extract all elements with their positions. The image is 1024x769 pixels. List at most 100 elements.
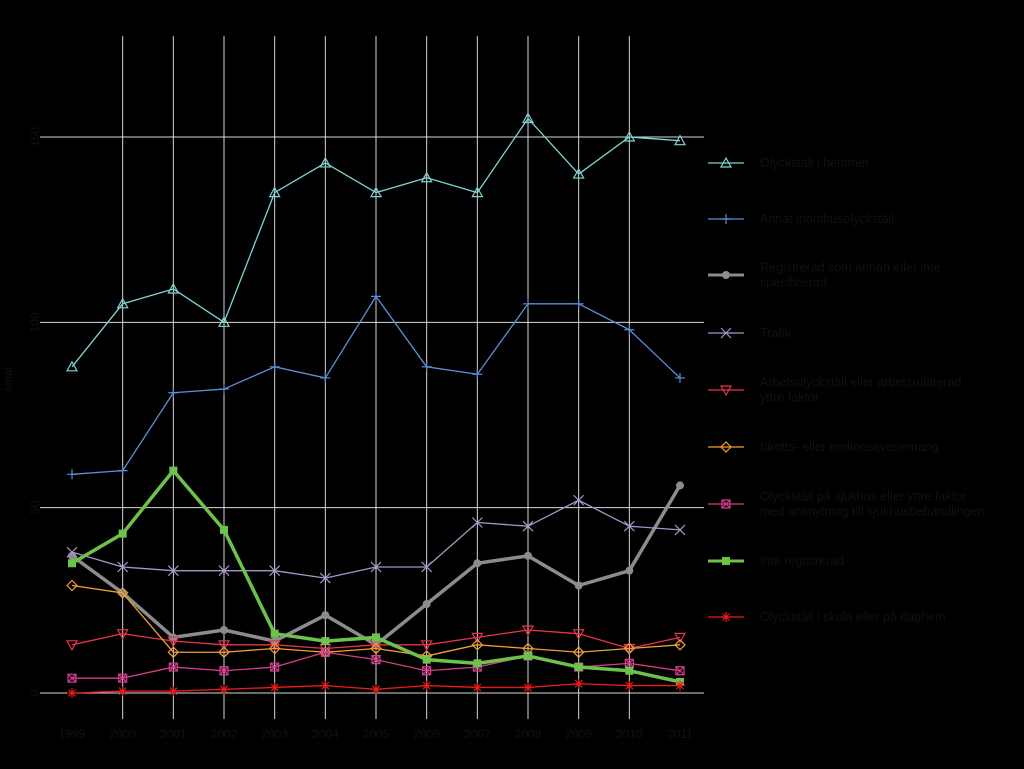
data-point (523, 682, 533, 693)
data-point (371, 684, 381, 695)
legend-label: Annat inomhusolyckställ (760, 212, 894, 226)
y-axis-label: Antal (3, 367, 15, 392)
data-point (573, 494, 585, 506)
x-tick-label: 2007 (464, 727, 491, 741)
x-tick-label: 2008 (515, 727, 542, 741)
data-point (169, 466, 178, 475)
data-point (623, 520, 635, 532)
legend-item: Inte registrerad (708, 554, 844, 568)
data-point (370, 561, 382, 573)
data-point (168, 662, 178, 672)
data-point (321, 637, 330, 646)
series-9 (67, 678, 685, 698)
data-point (219, 666, 229, 676)
data-point (673, 632, 687, 644)
legend-marker (720, 327, 732, 339)
series-2 (67, 291, 685, 480)
series-line (71, 629, 681, 650)
data-point (421, 361, 432, 372)
data-point (269, 361, 280, 372)
legend-label: Trafik (760, 326, 792, 340)
data-point (319, 572, 331, 584)
data-point (625, 666, 634, 675)
data-point (370, 642, 382, 655)
data-point (371, 291, 381, 302)
data-point (372, 633, 380, 642)
data-point (167, 565, 179, 577)
series-6 (66, 579, 686, 662)
data-point (168, 686, 179, 697)
data-point (421, 561, 433, 573)
data-point (65, 360, 79, 372)
series-line (71, 584, 681, 657)
legend-item: Registrerad som annan eller intespecific… (708, 261, 941, 290)
x-tick-label: 2006 (413, 727, 440, 741)
data-point (118, 673, 128, 683)
data-point (167, 636, 180, 648)
data-point (574, 581, 583, 590)
data-point (167, 646, 180, 659)
data-point (675, 372, 685, 383)
data-point (117, 465, 128, 476)
legend-marker (722, 557, 730, 565)
data-point (218, 646, 230, 659)
data-point (524, 651, 532, 660)
data-point (472, 682, 483, 693)
data-point (471, 517, 483, 528)
grid (40, 36, 704, 719)
legend-item: Olyckställ i skola eller på daghem (708, 610, 946, 624)
data-point (523, 298, 533, 309)
data-point (319, 646, 332, 659)
data-point (422, 655, 431, 664)
data-point (572, 629, 585, 640)
data-point (67, 469, 77, 480)
legend-label: med anknytning till sjukhusbehandlingen (760, 505, 985, 519)
data-point (573, 678, 584, 689)
data-point (116, 629, 129, 640)
legend-label: Idrotts- eller motionsevenemang (760, 440, 939, 454)
legend-item: Trafik (708, 326, 792, 340)
y-tick-label: 0 (28, 689, 42, 696)
legend-item: Annat inomhusolyckställ (708, 212, 894, 226)
data-point (676, 481, 684, 490)
data-point (521, 625, 535, 637)
data-point (66, 579, 78, 592)
data-point (219, 384, 229, 395)
data-point (572, 646, 585, 659)
data-point (420, 171, 433, 183)
y-tick-label: 100 (28, 312, 42, 332)
data-point (471, 632, 484, 644)
data-point (270, 662, 280, 672)
x-tick-label: 2004 (312, 727, 339, 741)
plot-area (65, 112, 687, 698)
legend-label: Olyckställ på sjukhus eller yttre faktor (760, 490, 966, 504)
data-point (217, 316, 231, 327)
legend-label: Arbetsolyckställ eller arbetsrelaterad (760, 376, 962, 390)
x-axis: 1999 2000 2001 2002 2003 2004 2005 2006 2007 2008… (59, 727, 694, 741)
legend-marker (721, 499, 731, 509)
data-point (371, 655, 381, 665)
data-point (624, 324, 635, 335)
legend-label: specificerad (760, 276, 827, 290)
legend-label: Olyckställ i hemmet (760, 156, 869, 170)
legend-item: Olyckställ i hemmet (708, 156, 869, 170)
data-point (420, 640, 433, 652)
legend-marker (720, 441, 732, 453)
x-tick-label: 2010 (616, 727, 643, 741)
data-point (673, 134, 687, 146)
data-point (524, 551, 532, 560)
data-point (269, 565, 281, 577)
data-point (572, 167, 585, 179)
data-point (270, 629, 279, 638)
data-point (473, 559, 482, 568)
legend-marker (721, 214, 731, 224)
data-point (521, 112, 535, 124)
data-point (320, 647, 330, 657)
data-point (65, 640, 79, 652)
legend: Olyckställ i hemmet Annat inomhusolyckstä… (708, 156, 985, 624)
data-point (217, 640, 231, 652)
legend-item: Idrotts- eller motionsevenemang (708, 440, 939, 454)
data-point (167, 282, 180, 294)
data-point (369, 186, 383, 198)
